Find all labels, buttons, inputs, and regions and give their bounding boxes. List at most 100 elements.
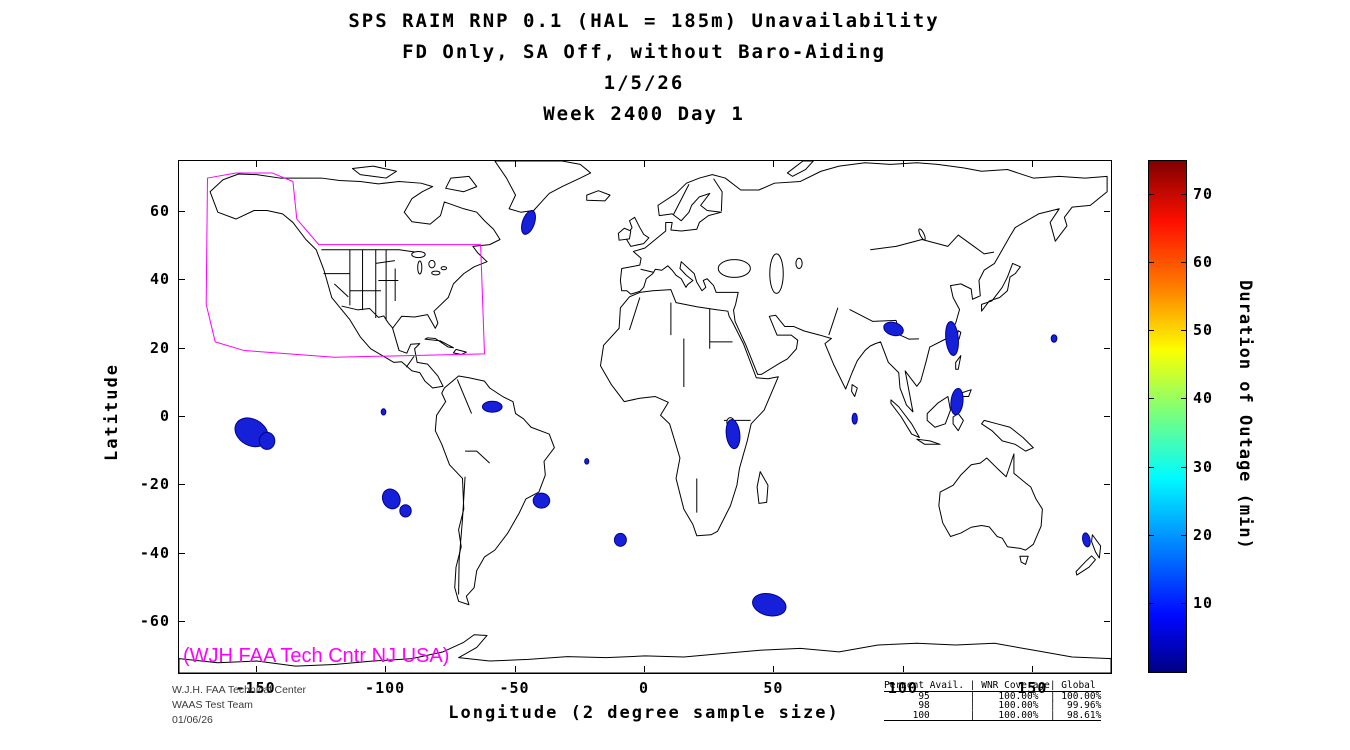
colorbar-tick-mark: [1149, 602, 1154, 604]
island-sri-lanka: [852, 385, 858, 397]
x-tick-mark-top: [1032, 161, 1034, 167]
waas-coverage-outline: [206, 173, 484, 357]
y-tick-mark: [179, 211, 185, 213]
colorbar-tick-label: 10: [1193, 593, 1214, 612]
y-tick-mark: [179, 416, 185, 417]
x-tick-mark-top: [255, 161, 257, 167]
title-line-3: 1/5/26: [603, 72, 685, 94]
availability-table-row: 98 | 100.00% | 99.96%: [884, 700, 1102, 711]
y-tick-mark-right: [1104, 211, 1110, 213]
y-tick-label: -20: [139, 475, 170, 494]
outage-region-equatorial-pacific-2: [259, 432, 275, 449]
y-tick-mark: [179, 620, 185, 622]
borders-africa-eurasia: [629, 179, 994, 513]
colorbar-label: Duration of Outage (min): [1235, 280, 1255, 550]
island-borneo: [927, 397, 950, 428]
y-tick-mark: [179, 484, 185, 486]
continent-australia: [939, 454, 1043, 550]
colorbar-tick-mark-right: [1181, 466, 1186, 468]
x-tick-label: 150: [1017, 679, 1048, 697]
colorbar: [1148, 160, 1187, 673]
waas-coverage-outline-layer: [206, 173, 484, 357]
y-tick-mark-right: [1104, 552, 1110, 554]
x-tick-mark-top: [902, 161, 904, 167]
island-cuba: [425, 338, 453, 348]
title-block: SPS RAIM RNP 0.1 (HAL = 185m) Unavailabi…: [178, 6, 1110, 130]
footer-org-block: W.J.H. FAA Technical Center WAAS Test Te…: [172, 683, 306, 728]
x-tick-mark: [385, 666, 387, 672]
colorbar-tick-mark: [1149, 466, 1154, 468]
x-tick-mark-top: [514, 161, 516, 167]
outage-region-south-greenland: [519, 207, 539, 237]
y-tick-label: 40: [149, 270, 170, 289]
y-tick-mark: [179, 552, 185, 554]
colorbar-tick-label: 30: [1193, 457, 1214, 476]
y-tick-mark-right: [1104, 416, 1110, 417]
y-tick-mark: [179, 279, 185, 281]
title-line-1: SPS RAIM RNP 0.1 (HAL = 185m) Unavailabi…: [348, 10, 940, 32]
colorbar-tick-mark: [1149, 194, 1154, 196]
lake-erie: [432, 271, 440, 275]
footer-org-line-1: W.J.H. FAA Technical Center: [172, 684, 307, 696]
footer-org-line-2: WAAS Test Team: [172, 699, 253, 711]
lake-michigan: [418, 261, 422, 274]
x-tick-mark: [255, 666, 257, 672]
colorbar-tick-mark-right: [1181, 262, 1186, 264]
outage-region-southern-indian-ocean: [751, 591, 787, 619]
x-tick-label: 100: [887, 679, 918, 697]
x-tick-label: 50: [763, 679, 784, 697]
colorbar-tick-mark: [1149, 534, 1154, 536]
outage-region-east-africa: [724, 418, 741, 450]
y-tick-mark-right: [1104, 620, 1110, 622]
world-map: [179, 161, 1111, 673]
colorbar-tick-mark-right: [1181, 194, 1186, 196]
y-tick-label: 60: [149, 202, 170, 221]
map-plot-area: [178, 160, 1112, 674]
lake-huron: [429, 260, 435, 268]
outage-region-southeast-pacific-2: [400, 505, 411, 517]
borders-south-america: [457, 379, 489, 594]
availability-table-row: 95 | 100.00% | 100.00%: [884, 690, 1102, 702]
island-nz-north: [1092, 535, 1101, 558]
caspian-sea: [770, 254, 783, 294]
black-sea: [718, 260, 750, 278]
colorbar-tick-mark: [1149, 330, 1154, 332]
availability-table-row: 100 | 100.00% | 98.61%: [884, 709, 1102, 721]
y-tick-mark-right: [1104, 484, 1110, 486]
island-luzon: [956, 356, 961, 370]
colorbar-tick-label: 50: [1193, 321, 1214, 340]
continent-north-america: [210, 174, 500, 388]
x-tick-label: -150: [235, 679, 276, 697]
outage-region-philippines: [949, 387, 964, 416]
outage-region-new-zealand: [1081, 532, 1092, 549]
title-line-2: FD Only, SA Off, without Baro-Aiding: [402, 41, 886, 63]
aral-sea: [796, 258, 802, 268]
continent-south-america: [435, 376, 554, 605]
footer-org-line-3: 01/06/26: [172, 714, 213, 726]
x-tick-mark-top: [773, 161, 775, 167]
y-tick-label: -60: [139, 611, 170, 630]
colorbar-tick-label: 70: [1193, 185, 1214, 204]
outage-region-east-pacific-dot: [381, 409, 386, 415]
continent-antarctica: [179, 635, 1111, 673]
island-sulawesi: [953, 414, 963, 431]
x-tick-mark: [1032, 666, 1034, 672]
colorbar-tick-mark: [1149, 262, 1154, 264]
outage-region-west-pacific-dot: [1051, 335, 1057, 343]
island-tasmania: [1020, 556, 1028, 564]
availability-table-header: Percent Avail. | WNR Coverage| Global: [884, 681, 1102, 692]
colorbar-tick-label: 40: [1193, 389, 1214, 408]
y-tick-mark-right: [1104, 279, 1110, 281]
colorbar-tick-label: 60: [1193, 253, 1214, 272]
x-tick-label: -50: [499, 679, 530, 697]
y-axis-label: Latitude: [102, 363, 122, 461]
lake-baikal: [918, 228, 927, 241]
x-tick-mark: [902, 666, 904, 672]
colorbar-tick-mark-right: [1181, 398, 1186, 400]
x-tick-mark: [773, 666, 775, 672]
island-ireland: [618, 228, 630, 240]
outage-region-indian-ocean-dot: [852, 413, 857, 424]
outage-region-north-brazil: [482, 401, 502, 412]
outage-region-myanmar: [883, 320, 904, 337]
outage-region-taiwan-strait: [944, 320, 960, 356]
